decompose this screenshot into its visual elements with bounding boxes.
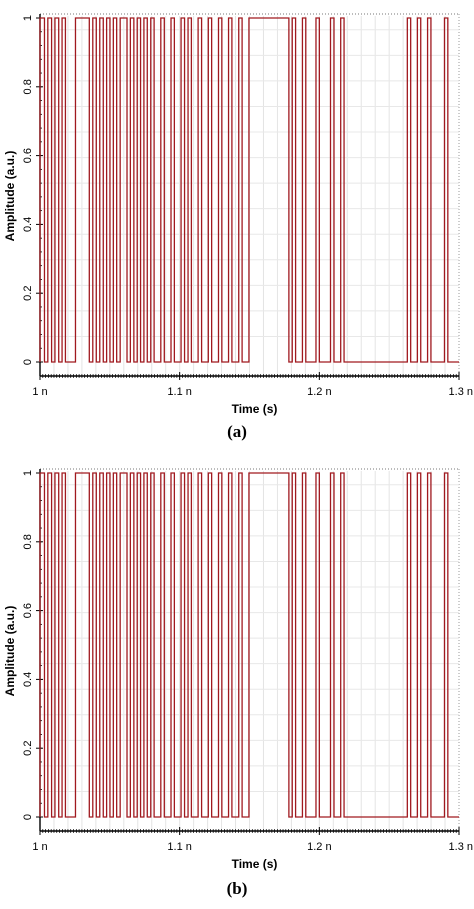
- y-tick-label: 0.2: [22, 286, 34, 301]
- x-tick-label: 1.1 n: [167, 841, 191, 853]
- y-tick-label: 0.4: [22, 672, 34, 687]
- y-tick-label: 0.4: [22, 217, 34, 232]
- chart-b-svg: 0 0.2 0.4 0.6 0.8 1 1 n 1.1 n 1.2 n 1.3 n Amplitud…: [3, 468, 473, 871]
- y-axis-label: Amplitude (a.u.): [3, 606, 17, 697]
- x-tick-label: 1 n: [32, 386, 47, 398]
- y-tick-label: 0.8: [22, 79, 34, 94]
- x-axis-label: Time (s): [232, 857, 278, 871]
- chart-a-caption: (a): [227, 422, 247, 441]
- x-tick-label: 1.2 n: [307, 386, 331, 398]
- y-tick-label: 0.6: [22, 148, 34, 163]
- x-tick-label: 1 n: [32, 841, 47, 853]
- y-tick-label: 0.8: [22, 534, 34, 549]
- chart-panel-b: 0 0.2 0.4 0.6 0.8 1 1 n 1.1 n 1.2 n 1.3 n Amplitud…: [0, 455, 474, 909]
- x-tick-label: 1.2 n: [307, 841, 331, 853]
- chart-a-svg: 0 0.2 0.4 0.6 0.8 1 1 n 1.1 n 1.2 n 1.3 n Amplitud…: [3, 13, 473, 416]
- x-tick-label: 1.3 n: [449, 386, 473, 398]
- x-tick-label: 1.1 n: [167, 386, 191, 398]
- y-tick-label: 0.6: [22, 603, 34, 618]
- signal-trace: [39, 472, 459, 818]
- y-tick-label: 1: [22, 15, 34, 21]
- y-axis-label: Amplitude (a.u.): [3, 151, 17, 242]
- y-tick-label: 1: [22, 470, 34, 476]
- x-axis-label: Time (s): [232, 402, 278, 416]
- y-tick-label: 0: [22, 359, 34, 365]
- chart-b-caption: (b): [226, 879, 248, 898]
- x-tick-label: 1.3 n: [449, 841, 473, 853]
- chart-panel-a: 0 0.2 0.4 0.6 0.8 1 1 n 1.1 n 1.2 n 1.3 n Amplitud…: [3, 13, 473, 441]
- signal-trace: [39, 17, 459, 363]
- y-tick-label: 0: [22, 814, 34, 820]
- y-tick-label: 0.2: [22, 741, 34, 756]
